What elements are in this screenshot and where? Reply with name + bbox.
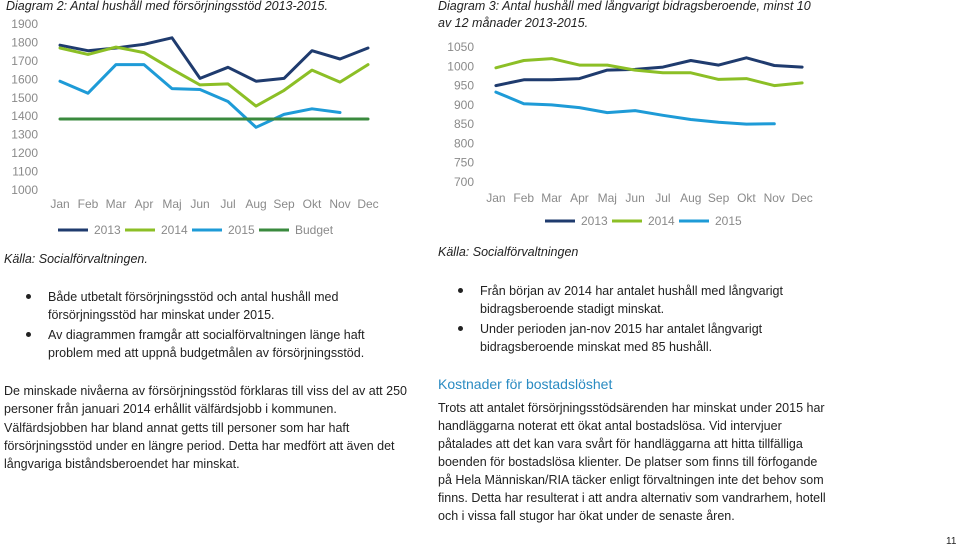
y-tick-label: 800: [454, 136, 474, 150]
x-tick-label: Nov: [329, 197, 350, 211]
list-item: Från början av 2014 har antalet hushåll …: [432, 282, 792, 318]
left-bullet-list: Både utbetalt försörjningsstöd och antal…: [0, 288, 400, 364]
series-line-2014: [58, 45, 370, 108]
x-tick-label: Jun: [625, 191, 644, 205]
x-tick-label: Mar: [541, 191, 562, 205]
y-tick-label: 1200: [11, 146, 38, 160]
x-tick-label: Dec: [357, 197, 378, 211]
x-tick-label: Jul: [220, 197, 235, 211]
x-tick-label: Jan: [50, 197, 69, 211]
x-tick-label: Jul: [655, 191, 670, 205]
list-item: Av diagrammen framgår att socialförvaltn…: [0, 326, 400, 362]
y-tick-label: 1300: [11, 128, 38, 142]
left-paragraph-1: De minskade nivåerna av försörjningsstöd…: [4, 384, 407, 416]
x-tick-label: Jun: [190, 197, 209, 211]
x-tick-label: Aug: [245, 197, 266, 211]
right-bullet-list: Från början av 2014 har antalet hushåll …: [432, 282, 792, 358]
diagram-2-caption: Diagram 2: Antal hushåll med försörjning…: [6, 0, 328, 13]
x-tick-label: Mar: [106, 197, 127, 211]
y-tick-label: 1000: [447, 59, 474, 73]
y-tick-label: 950: [454, 79, 474, 93]
y-tick-label: 1050: [447, 40, 474, 54]
y-tick-label: 1700: [11, 54, 38, 68]
diagram-2-source: Källa: Socialförvaltningen.: [4, 252, 148, 266]
y-tick-label: 700: [454, 175, 474, 189]
diagram-3-line-chart: 700 750 800 850 900 950 1000 1050 Jan Feb Mar Apr Ma…: [447, 40, 812, 228]
page-number: 11: [946, 536, 957, 547]
right-paragraph: Trots att antalet försörjningsstödsärend…: [438, 401, 826, 523]
legend-label-2015: 2015: [228, 223, 255, 237]
x-tick-label: Maj: [598, 191, 617, 205]
y-tick-label: 1600: [11, 72, 38, 86]
series-line-2015: [494, 90, 776, 126]
diagram-2-line-chart: 1000 1100 1200 1300 1400 1500 1600 1700 1800 1900…: [11, 17, 378, 237]
legend-label-2015: 2015: [715, 214, 742, 228]
y-tick-label: 1900: [11, 17, 38, 31]
y-tick-label: 1400: [11, 109, 38, 123]
y-tick-label: 900: [454, 98, 474, 112]
legend-label-2014: 2014: [648, 214, 675, 228]
x-tick-label: Jan: [486, 191, 505, 205]
list-item: Både utbetalt försörjningsstöd och antal…: [0, 288, 400, 324]
x-tick-label: Dec: [791, 191, 812, 205]
legend-label-2013: 2013: [581, 214, 608, 228]
x-tick-label: Sep: [273, 197, 295, 211]
legend-label-budget: Budget: [295, 223, 334, 237]
series-line-2013: [494, 56, 804, 88]
y-tick-label: 1500: [11, 91, 38, 105]
series-line-2015: [58, 63, 342, 129]
x-tick-label: Apr: [135, 197, 154, 211]
y-tick-label: 1800: [11, 35, 38, 49]
legend-label-2014: 2014: [161, 223, 188, 237]
y-tick-label: 750: [454, 156, 474, 170]
y-tick-label: 1000: [11, 183, 38, 197]
y-tick-label: 1100: [12, 165, 38, 179]
x-tick-label: Aug: [680, 191, 701, 205]
diagram-3-caption: Diagram 3: Antal hushåll med långvarigt …: [438, 0, 811, 30]
x-tick-label: Maj: [162, 197, 181, 211]
x-tick-label: Nov: [764, 191, 785, 205]
x-tick-label: Apr: [570, 191, 589, 205]
left-paragraph-2: Välfärdsjobben har bland annat getts til…: [4, 421, 395, 471]
diagram-3-source: Källa: Socialförvaltningen: [438, 245, 579, 259]
x-tick-label: Okt: [737, 191, 756, 205]
x-tick-label: Feb: [78, 197, 99, 211]
section-heading: Kostnader för bostadslöshet: [438, 376, 613, 392]
legend-label-2013: 2013: [94, 223, 121, 237]
series-line-2014: [494, 57, 804, 88]
x-tick-label: Okt: [303, 197, 322, 211]
list-item: Under perioden jan-nov 2015 har antalet …: [432, 320, 792, 356]
y-tick-label: 850: [454, 117, 474, 131]
x-tick-label: Sep: [708, 191, 730, 205]
x-tick-label: Feb: [513, 191, 534, 205]
